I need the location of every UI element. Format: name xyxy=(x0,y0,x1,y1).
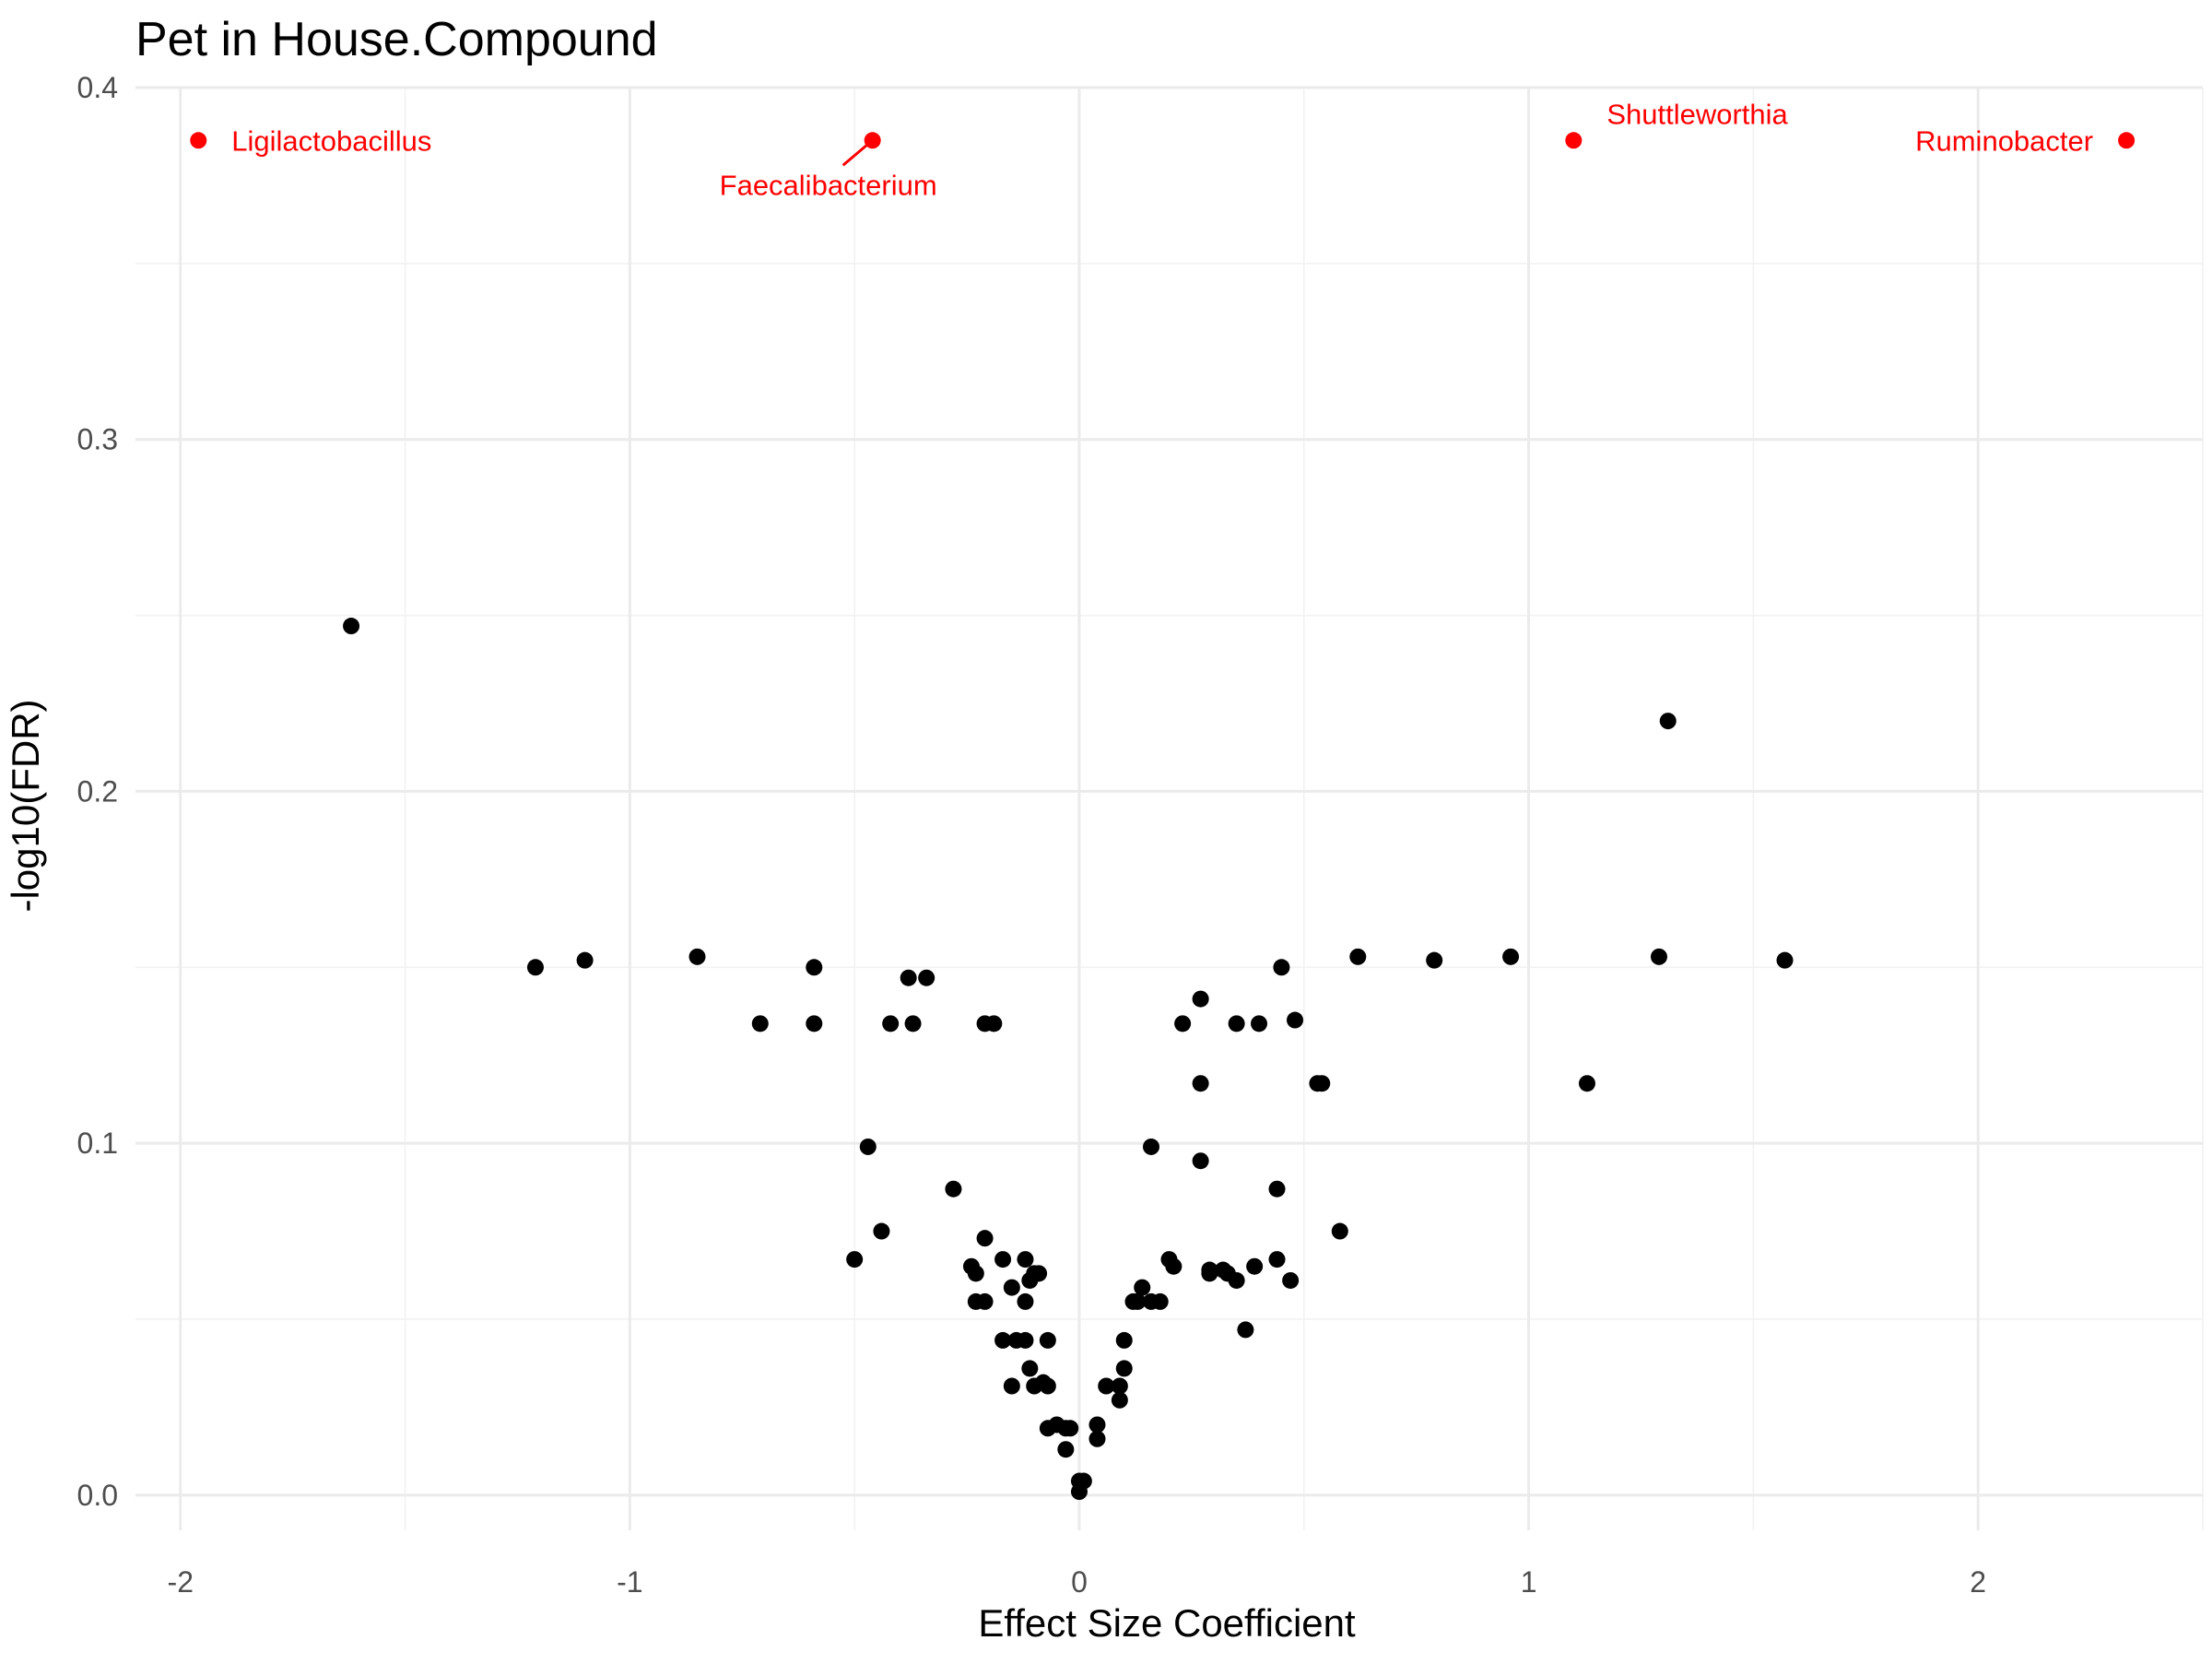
data-point xyxy=(1111,1391,1128,1409)
data-point xyxy=(1659,713,1677,730)
data-point xyxy=(1287,1011,1304,1029)
y-tick-label: 0.3 xyxy=(77,423,118,456)
y-axis-title: -log10(FDR) xyxy=(4,699,47,912)
data-point xyxy=(1650,948,1667,965)
data-point xyxy=(1426,951,1443,969)
data-point xyxy=(1017,1292,1034,1310)
y-tick-label: 0.2 xyxy=(77,774,118,808)
data-point xyxy=(1165,1257,1182,1275)
x-tick-label: 1 xyxy=(1521,1565,1537,1599)
label-leader-line xyxy=(841,144,868,167)
data-point xyxy=(1142,1138,1159,1155)
data-point xyxy=(1268,1251,1286,1269)
data-point xyxy=(994,1251,1012,1269)
data-point xyxy=(904,1015,922,1033)
data-point xyxy=(1070,1483,1088,1501)
data-point xyxy=(967,1265,984,1282)
data-point xyxy=(1268,1180,1286,1198)
highlight-label: Ligilactobacillus xyxy=(231,124,431,157)
x-tick-label: 0 xyxy=(1071,1565,1088,1599)
data-point xyxy=(1115,1331,1133,1349)
data-point xyxy=(1111,1377,1128,1395)
x-tick-label: 2 xyxy=(1970,1565,1986,1599)
data-point xyxy=(1282,1271,1300,1289)
data-point xyxy=(1331,1222,1348,1240)
highlighted-points: Ligilactobacillus Faecalibacterium Shuttle… xyxy=(190,98,2136,201)
data-point xyxy=(688,948,706,965)
highlighted-point xyxy=(190,132,207,149)
data-point xyxy=(882,1015,900,1033)
data-point xyxy=(1151,1292,1169,1310)
data-point xyxy=(1003,1279,1020,1296)
data-point xyxy=(1228,1015,1245,1033)
data-point xyxy=(1115,1360,1133,1377)
data-point xyxy=(976,1292,994,1310)
highlight-label: Faecalibacterium xyxy=(720,169,937,201)
data-point xyxy=(1578,1075,1595,1092)
data-point xyxy=(1192,990,1209,1008)
data-point xyxy=(859,1138,877,1155)
gridlines xyxy=(135,86,2204,1530)
data-point xyxy=(1129,1292,1147,1310)
highlighted-point xyxy=(864,132,881,149)
chart-title: Pet in House.Compound xyxy=(135,13,658,66)
data-point xyxy=(1088,1430,1106,1447)
data-point xyxy=(873,1222,890,1240)
data-point xyxy=(1273,959,1290,976)
data-point xyxy=(1017,1331,1034,1349)
data-point xyxy=(1017,1251,1034,1269)
x-tick-label: -2 xyxy=(168,1565,194,1599)
data-point xyxy=(918,969,935,986)
data-point xyxy=(751,1015,769,1033)
data-point xyxy=(1062,1420,1079,1437)
data-point xyxy=(1228,1271,1245,1289)
y-tick-label: 0.1 xyxy=(77,1127,118,1160)
data-point xyxy=(1030,1265,1048,1282)
data-point xyxy=(1039,1377,1056,1395)
highlight-label: Ruminobacter xyxy=(1915,124,2093,157)
data-point xyxy=(945,1180,962,1198)
data-point xyxy=(1313,1075,1331,1092)
data-point xyxy=(1098,1377,1115,1395)
data-point xyxy=(806,1015,823,1033)
data-point xyxy=(976,1230,994,1247)
data-point xyxy=(1192,1075,1209,1092)
data-point xyxy=(1134,1279,1151,1296)
data-point xyxy=(1246,1257,1264,1275)
data-point xyxy=(1201,1265,1218,1282)
data-point xyxy=(526,959,544,976)
highlight-label: Shuttleworthia xyxy=(1606,98,1788,130)
data-point xyxy=(1039,1331,1056,1349)
tick-labels: -2 -1 0 1 2 0.0 0.1 0.2 0.3 0.4 xyxy=(77,71,1987,1599)
data-point xyxy=(985,1015,1003,1033)
x-tick-label: -1 xyxy=(617,1565,642,1599)
data-points xyxy=(343,618,1794,1501)
data-point xyxy=(1192,1152,1209,1170)
y-tick-label: 0.0 xyxy=(77,1479,118,1512)
highlighted-point xyxy=(2118,132,2136,149)
data-point xyxy=(846,1251,864,1269)
data-point xyxy=(1776,951,1794,969)
highlighted-point xyxy=(1565,132,1583,149)
data-point xyxy=(1021,1360,1039,1377)
data-point xyxy=(1251,1015,1268,1033)
x-axis-title: Effect Size Coefficient xyxy=(978,1601,1356,1645)
data-point xyxy=(1502,948,1520,965)
y-tick-label: 0.4 xyxy=(77,71,118,104)
data-point xyxy=(343,618,360,635)
data-point xyxy=(900,969,917,986)
data-point xyxy=(1003,1377,1020,1395)
data-point xyxy=(994,1331,1012,1349)
data-point xyxy=(1237,1321,1254,1339)
data-point xyxy=(806,959,823,976)
data-point xyxy=(576,951,594,969)
data-point xyxy=(1349,948,1367,965)
data-point xyxy=(1057,1441,1075,1458)
data-point xyxy=(1174,1015,1192,1033)
data-point xyxy=(1088,1416,1106,1434)
